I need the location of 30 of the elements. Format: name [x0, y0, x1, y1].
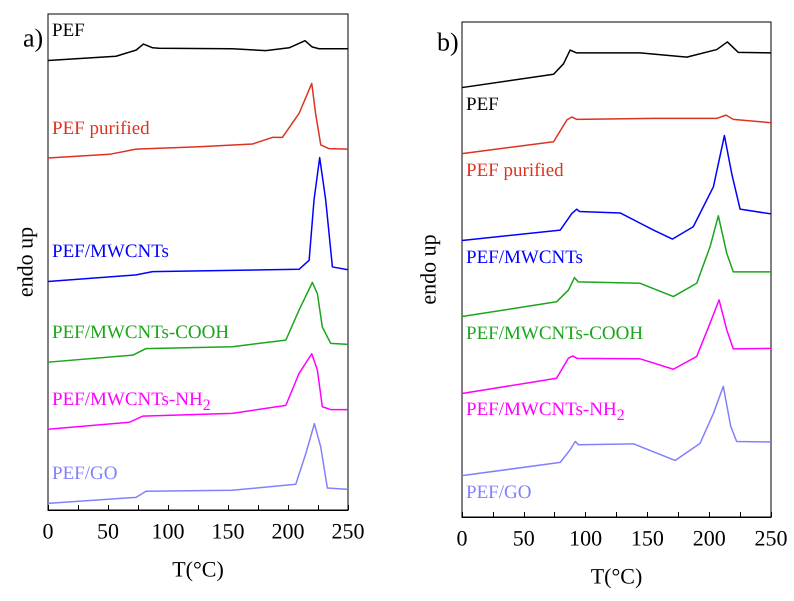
- x-tick-label: 50: [97, 518, 119, 544]
- x-tick-label: 150: [630, 526, 664, 550]
- x-tick-label: 200: [692, 526, 726, 550]
- series-label: PEF/MWCNTs-NH$_{2}$: [52, 389, 211, 416]
- series-label: PEF/MWCNTs-COOH: [466, 322, 644, 345]
- x-axis-title: T(°C): [590, 564, 642, 588]
- chart-title: a): [23, 24, 44, 52]
- x-tick-label: 50: [512, 526, 535, 550]
- series-label: PEF/GO: [52, 463, 118, 486]
- x-tick-label: 150: [212, 518, 244, 544]
- series-label: PEF/GO: [466, 482, 532, 504]
- series-label: PEF/MWCNTs-NH$_{2}$: [466, 399, 625, 426]
- x-tick-label: 100: [569, 526, 602, 550]
- series-label: PEF/MWCNTs-COOH: [52, 322, 230, 344]
- series-label: PEF/MWCNTs: [466, 246, 583, 269]
- series-label: PEF purified: [466, 160, 564, 182]
- x-tick-label: 0: [42, 518, 54, 544]
- y-axis-title: endo up: [12, 226, 38, 298]
- x-tick-label: 200: [272, 518, 304, 544]
- series-label: PEF purified: [52, 118, 150, 140]
- x-axis-title: T(°C): [172, 556, 224, 582]
- x-tick-label: 250: [332, 518, 364, 544]
- x-tick-label: 250: [754, 526, 788, 550]
- x-tick-label: 0: [456, 526, 468, 550]
- y-axis-title: endo up: [416, 234, 440, 305]
- chart-title: b): [437, 28, 459, 56]
- series-label: PEF: [466, 94, 499, 116]
- x-tick-label: 100: [152, 518, 184, 544]
- series-label: PEF/MWCNTs: [52, 241, 169, 264]
- series-label: PEF: [52, 20, 85, 42]
